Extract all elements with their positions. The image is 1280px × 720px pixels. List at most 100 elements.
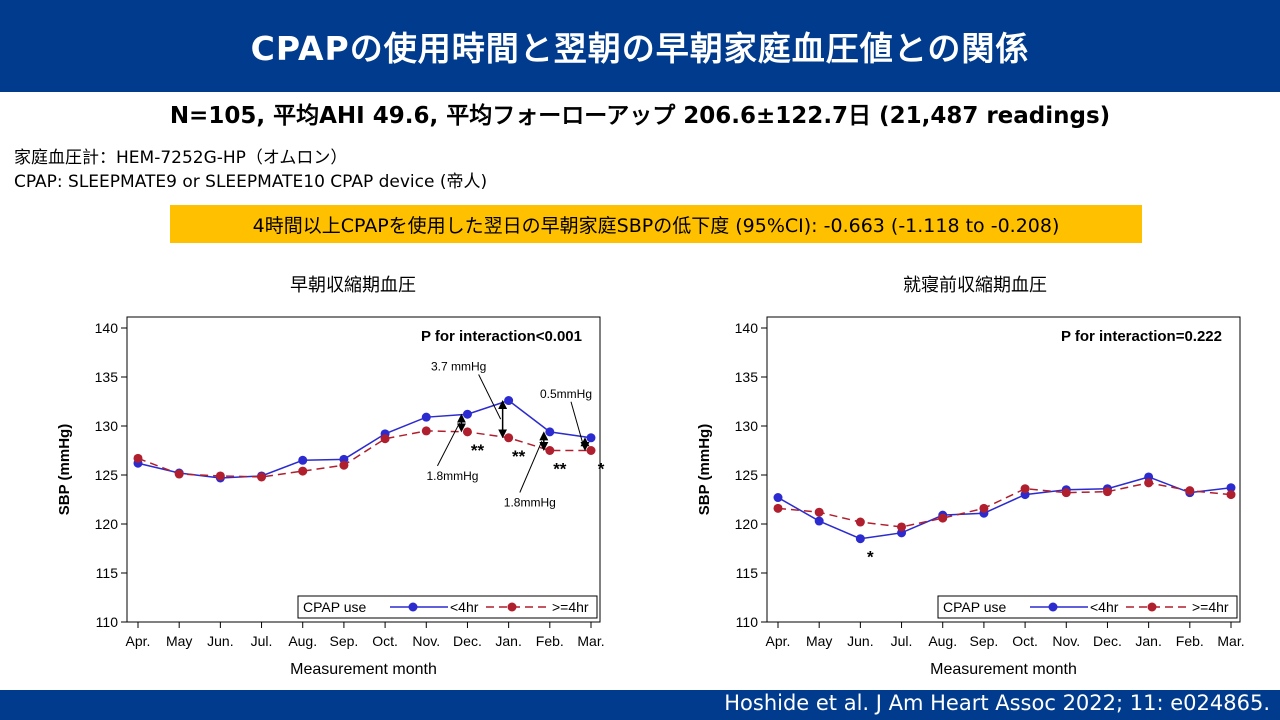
series-line-ge4hr [137,430,591,478]
x-tick-label: Apr. [126,633,151,649]
data-point-ge4hr [339,460,349,470]
x-tick-label: Aug. [928,633,957,649]
data-point-ge4hr [814,507,824,517]
data-point-ge4hr [133,453,143,463]
data-point-ge4hr [215,471,225,481]
right-panel-title: 就寝前収縮期血圧 [903,275,1047,296]
significance-mark: ** [512,447,526,466]
subtitle: N=105, 平均AHI 49.6, 平均フォーローアップ 206.6±122.… [169,103,1111,129]
x-tick-label: Feb. [1176,633,1204,649]
y-tick-label: 125 [95,467,119,483]
legend-label: >=4hr [1192,599,1229,615]
data-point-ge4hr [504,433,514,443]
significance-mark: ** [471,441,485,460]
legend-label: <4hr [450,599,479,615]
x-axis-label: Measurement month [930,661,1077,678]
annotation-label: 1.8mmHg [504,496,556,510]
data-point-lt4hr [773,493,783,503]
x-tick-label: Feb. [536,633,564,649]
data-point-ge4hr [1144,478,1154,488]
annotation-label: 0.5mmHg [540,387,592,401]
x-tick-label: Jun. [847,633,873,649]
data-point-ge4hr [298,466,308,476]
x-tick-label: Jun. [207,633,233,649]
x-tick-label: Aug. [288,633,317,649]
y-axis-label: SBP (mmHg) [56,424,73,515]
annotation-leader [570,401,584,445]
y-tick-label: 110 [96,614,119,630]
data-point-ge4hr [938,513,948,523]
data-point-ge4hr [1020,484,1030,494]
significance-mark: * [867,548,874,567]
x-tick-label: Oct. [1012,633,1038,649]
data-point-lt4hr [586,433,596,443]
legend-marker [1147,602,1157,612]
x-tick-label: Mar. [1217,633,1244,649]
data-point-lt4hr [855,534,865,544]
slide-title: CPAPの使用時間と翌朝の早朝家庭血圧値との関係 [250,29,1030,68]
x-tick-label: Jan. [1135,633,1161,649]
x-tick-label: Dec. [453,633,482,649]
data-point-ge4hr [897,522,907,532]
plot-frame [766,316,1241,623]
y-tick-label: 110 [736,614,759,630]
x-tick-label: Apr. [766,633,791,649]
annotation-label: 1.8mmHg [426,469,478,483]
significance-mark: ** [553,460,567,479]
data-point-lt4hr [1226,483,1236,493]
x-tick-label: Jul. [251,633,273,649]
annotation-leader [478,374,502,420]
title-bar: CPAPの使用時間と翌朝の早朝家庭血圧値との関係 [0,0,1280,92]
highlight-text: 4時間以上CPAPを使用した翌日の早朝家庭SBPの低下度 (95%CI): -0… [252,214,1060,237]
x-tick-label: Dec. [1093,633,1122,649]
y-tick-label: 140 [735,320,759,336]
data-point-ge4hr [1102,487,1112,497]
y-tick-label: 115 [96,565,119,581]
y-tick-label: 140 [95,320,119,336]
x-tick-label: Oct. [372,633,398,649]
p-value-text: P for interaction=0.222 [1061,328,1222,345]
data-point-ge4hr [380,434,390,444]
legend-title: CPAP use [303,599,367,615]
legend-marker [507,602,517,612]
data-point-lt4hr [545,427,555,437]
x-tick-label: Sep. [330,633,359,649]
legend-label: >=4hr [552,599,589,615]
annotation-leader [437,422,460,467]
x-tick-label: Nov. [1052,633,1080,649]
x-tick-label: May [806,633,832,649]
morning-sbp-chart: 110 115 120 125 130 135 140 Apr. May Jun. Jul. Aug.… [56,316,605,678]
legend-marker [1048,602,1058,612]
x-tick-label: Jan. [495,633,521,649]
y-tick-label: 115 [736,565,759,581]
significance-mark: * [598,460,605,479]
y-tick-label: 120 [735,516,759,532]
y-tick-label: 120 [95,516,119,532]
p-value-text: P for interaction<0.001 [421,328,582,345]
y-tick-label: 130 [95,418,119,434]
device-info: 家庭血圧計：HEM-7252G-HP（オムロン） CPAP: SLEEPMATE… [14,146,487,194]
highlight-box: 4時間以上CPAPを使用した翌日の早朝家庭SBPの低下度 (95%CI): -0… [170,205,1142,243]
data-point-lt4hr [504,396,514,406]
y-tick-label: 125 [735,467,759,483]
data-point-ge4hr [545,446,555,455]
data-point-ge4hr [979,503,989,513]
x-axis-label: Measurement month [290,661,437,678]
series-line-lt4hr [777,476,1232,540]
y-tick-label: 135 [735,369,759,385]
annotation-leader [519,440,543,493]
y-axis-label: SBP (mmHg) [696,424,713,515]
legend-label: <4hr [1090,599,1119,615]
data-point-lt4hr [814,516,824,526]
y-tick-label: 130 [735,418,759,434]
footer-bar: Hoshide et al. J Am Heart Assoc 2022; 11… [0,690,1280,720]
x-tick-label: Nov. [412,633,440,649]
series-line-lt4hr [137,399,592,479]
y-tick-label: 135 [95,369,119,385]
series-line-ge4hr [777,482,1232,528]
data-point-ge4hr [773,503,783,513]
left-panel-title: 早朝収縮期血圧 [290,275,416,296]
citation: Hoshide et al. J Am Heart Assoc 2022; 11… [724,691,1270,715]
data-point-lt4hr [462,409,472,419]
data-point-ge4hr [1061,488,1071,498]
